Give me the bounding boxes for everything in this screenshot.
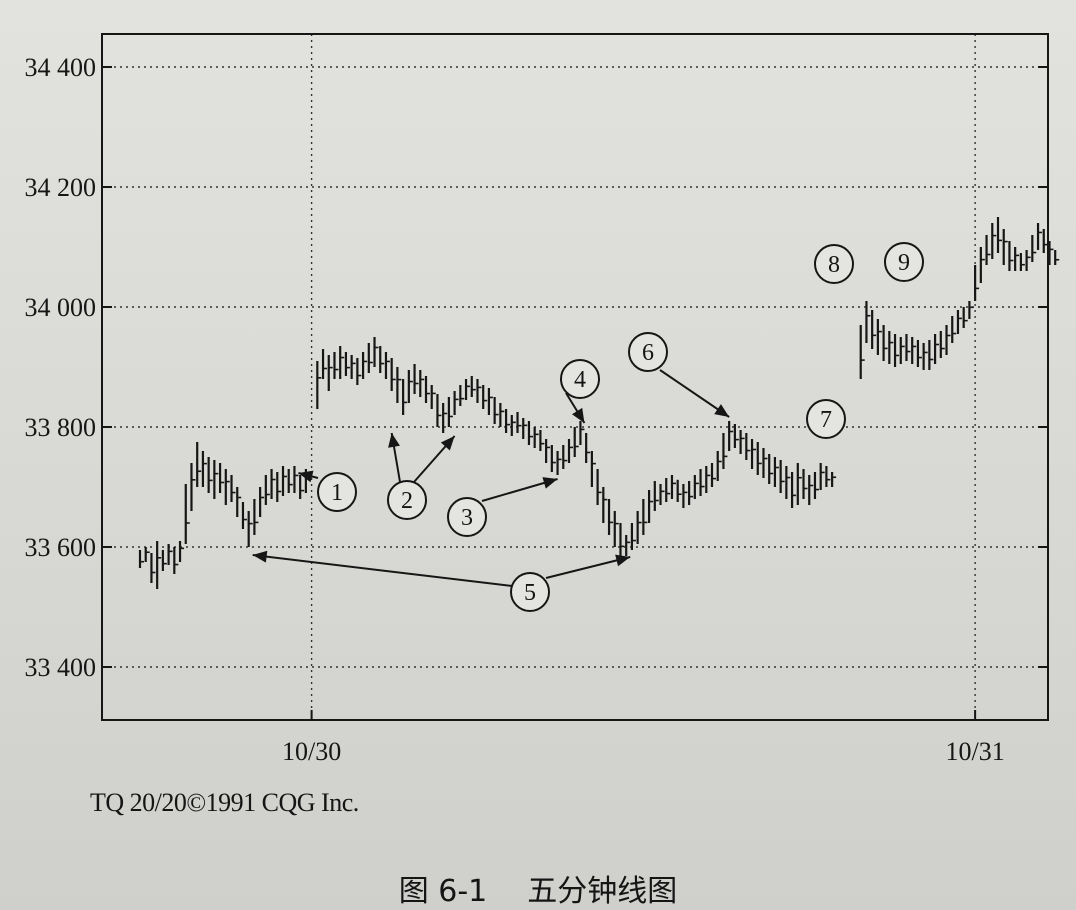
callout-arrowhead (542, 477, 558, 489)
callout-circle-6 (628, 332, 668, 372)
callout-circle-1 (317, 472, 357, 512)
callout-arrow (545, 556, 631, 579)
callout-circle-3 (447, 497, 487, 537)
figure-caption: 图 6-1 五分钟线图 (0, 866, 1076, 910)
callouts: 1 2 3 4 5 6 7 8 9 (252, 242, 924, 612)
callout-label-8: 8 (828, 252, 840, 278)
y-tick-label: 33 400 (25, 653, 97, 682)
plot-frame (101, 33, 1049, 721)
caption-title: 五分钟线图 (527, 874, 678, 909)
ohlc-chart: 33 400 33 600 33 800 34 000 34 200 34 400 10/… (25, 33, 1060, 766)
callout-circle-4 (560, 359, 600, 399)
x-tick-label: 10/31 (946, 737, 1005, 766)
callout-arrowhead (440, 436, 455, 451)
callout-label-5: 5 (524, 580, 536, 606)
callout-label-3: 3 (461, 505, 473, 531)
y-tick-label: 34 200 (25, 173, 97, 202)
copyright-credit: TQ 20/20©1991 CQG Inc. (90, 788, 359, 817)
price-bars (138, 217, 1060, 589)
callout-arrowhead (388, 433, 400, 448)
callout-arrowhead (714, 404, 730, 417)
y-gridlines (102, 66, 1048, 668)
y-axis-ticks: 33 400 33 600 33 800 34 000 34 200 34 400 (25, 53, 1048, 682)
callout-circle-7 (806, 399, 846, 439)
callout-circle-2 (387, 480, 427, 520)
callout-circle-5 (510, 572, 550, 612)
y-tick-label: 34 400 (25, 53, 97, 82)
x-tick-label: 10/30 (282, 737, 341, 766)
x-gridlines (310, 34, 976, 720)
callout-arrowhead (571, 407, 585, 423)
callout-label-7: 7 (820, 407, 832, 433)
callout-arrow (252, 554, 513, 587)
y-tick-label: 33 600 (25, 533, 97, 562)
callout-arrowhead (298, 470, 314, 483)
callout-circle-8 (814, 244, 854, 284)
callout-arrowhead (615, 554, 631, 567)
y-tick-label: 33 800 (25, 413, 97, 442)
caption-number: 图 6-1 (398, 874, 488, 909)
callout-label-2: 2 (401, 488, 413, 514)
callout-label-4: 4 (574, 367, 586, 393)
callout-label-9: 9 (898, 250, 910, 276)
callout-label-1: 1 (331, 480, 343, 506)
x-axis-ticks: 10/30 10/31 (282, 710, 1005, 766)
callout-arrowhead (252, 550, 268, 563)
callout-label-6: 6 (642, 340, 654, 366)
callout-circle-9 (884, 242, 924, 282)
y-tick-label: 34 000 (25, 293, 97, 322)
